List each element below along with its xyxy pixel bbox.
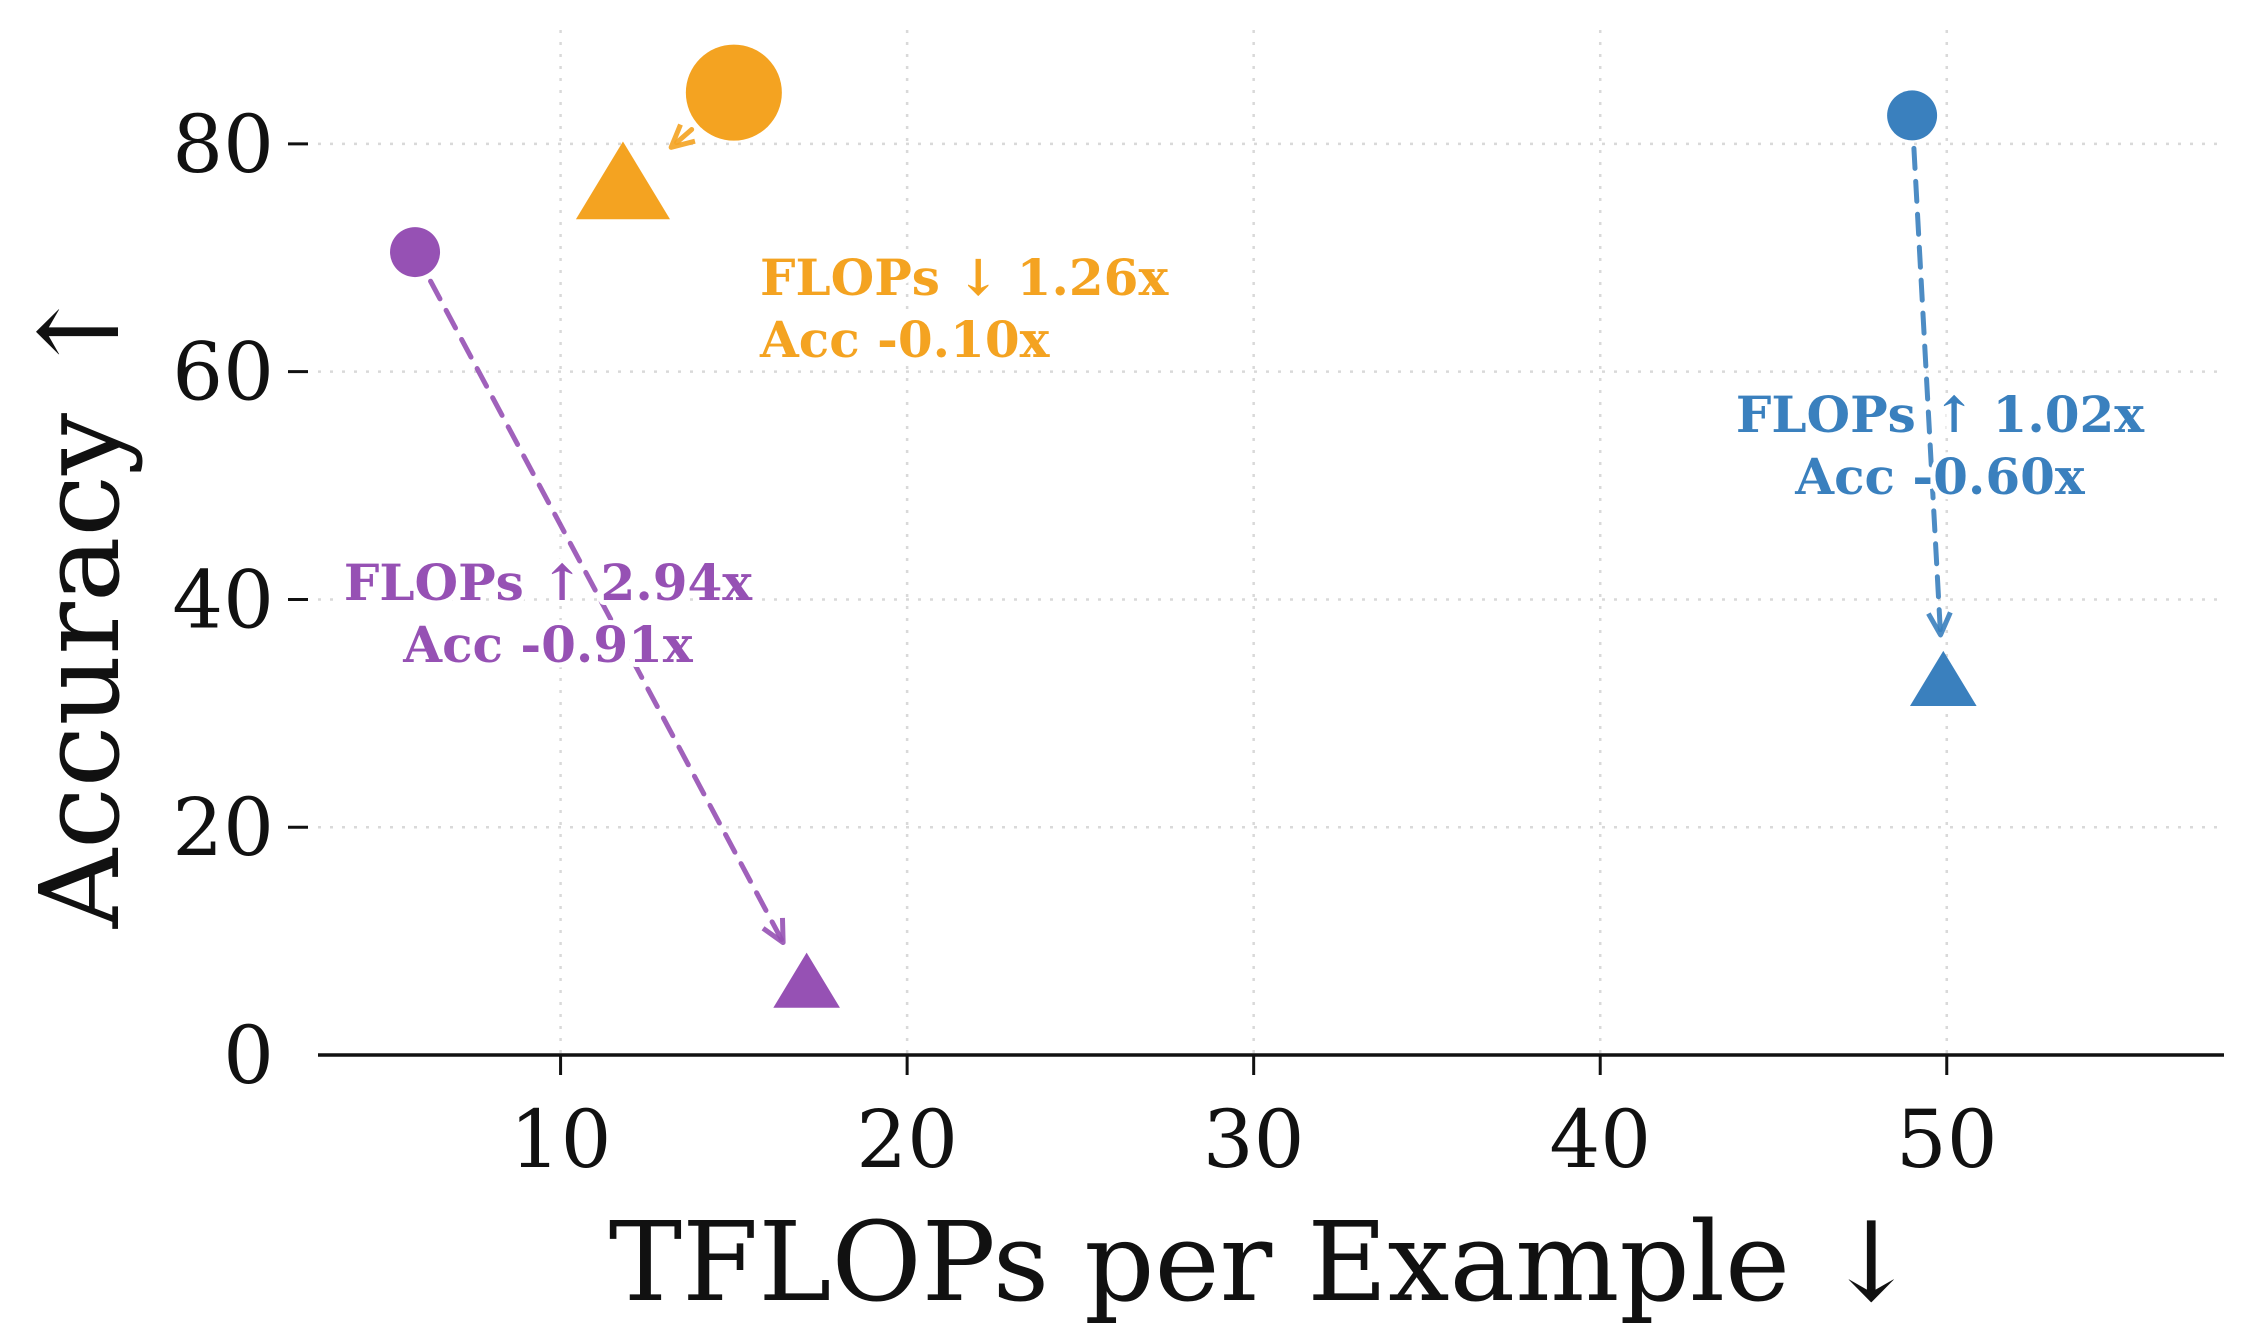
y-tick-label: 60 xyxy=(172,326,274,419)
end-point-triangle xyxy=(773,952,840,1008)
x-tick-label: 40 xyxy=(1549,1093,1651,1186)
grid-layer xyxy=(318,30,2224,1055)
connector-arrowhead xyxy=(1926,611,1953,638)
x-tick-label: 10 xyxy=(510,1093,612,1186)
connector-line xyxy=(428,278,786,946)
connector-arrowhead xyxy=(668,123,696,150)
annotation-text: Acc -0.91x xyxy=(402,615,694,674)
y-tick-label: 80 xyxy=(172,98,274,191)
connector-arrowhead xyxy=(761,917,786,946)
annotation-text: Acc -0.10x xyxy=(759,310,1051,369)
y-tick-label: 0 xyxy=(223,1009,274,1102)
x-tick-label: 30 xyxy=(1203,1093,1305,1186)
end-point-triangle xyxy=(1909,650,1977,706)
axis-layer: 10 20 30 40 50 0 20 40 60 80 xyxy=(172,98,2224,1186)
annotation-text: Acc -0.60x xyxy=(1794,447,2086,506)
annotation-text: FLOPs ↑ 2.94x xyxy=(344,553,753,612)
start-point-circle xyxy=(1887,90,1938,141)
connector-line xyxy=(1911,145,1944,638)
start-point-circle xyxy=(390,227,441,278)
x-tick-label: 50 xyxy=(1896,1093,1998,1186)
connector-layer xyxy=(428,123,1953,946)
annotation-text: FLOPs ↑ 1.02x xyxy=(1736,385,2145,444)
x-axis-label: TFLOPs per Example ↓ xyxy=(609,1198,1918,1326)
y-tick-label: 40 xyxy=(172,553,274,646)
start-point-circle xyxy=(685,44,782,141)
marker-layer xyxy=(390,44,1977,1008)
x-tick-label: 20 xyxy=(856,1093,958,1186)
end-point-triangle xyxy=(575,141,670,220)
y-axis-label: Accuracy ↑ xyxy=(16,286,144,930)
annotation-text: FLOPs ↓ 1.26x xyxy=(760,248,1169,307)
y-tick-label: 20 xyxy=(172,781,274,874)
connector-line xyxy=(668,126,695,150)
